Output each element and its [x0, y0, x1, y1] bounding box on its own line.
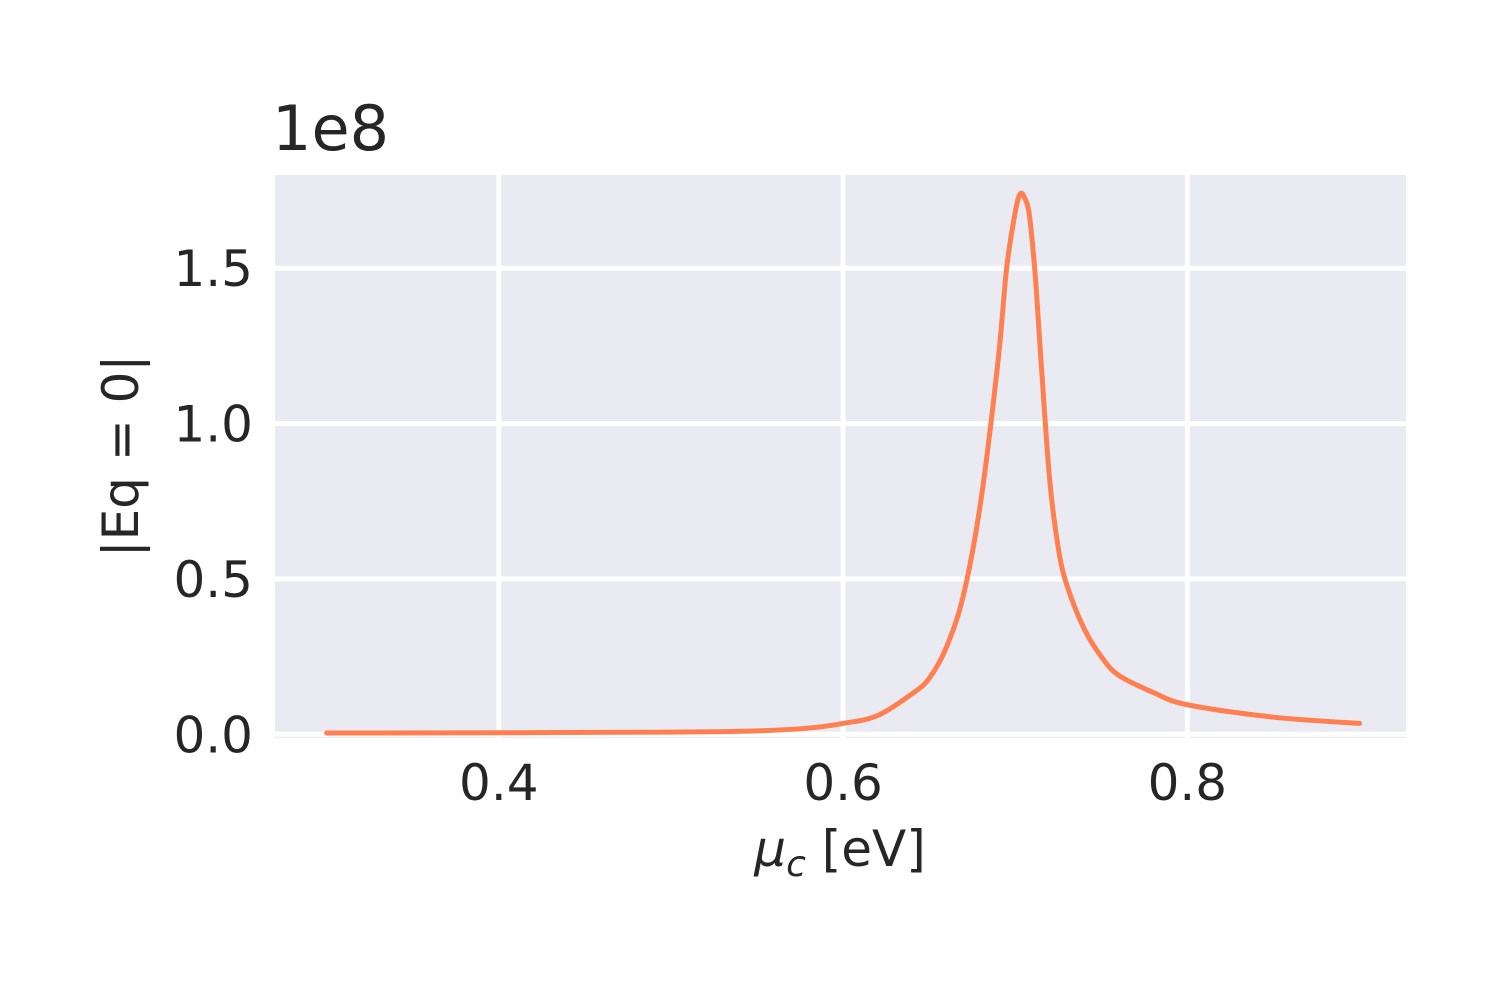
y-tick-label: 0.5	[173, 551, 253, 609]
x-axis-label: μc [eV]	[753, 820, 925, 885]
x-tick-label: 0.8	[1148, 754, 1228, 812]
x-axis-label-symbol: μ	[753, 820, 786, 878]
x-tick-label: 0.4	[459, 754, 539, 812]
x-tick-label: 0.6	[803, 754, 883, 812]
y-tick-label: 1.5	[173, 240, 253, 298]
y-axis-label: |Eq = 0|	[92, 355, 150, 558]
x-axis-label-unit: [eV]	[806, 820, 926, 878]
y-tick-label: 1.0	[173, 396, 253, 454]
plot-area-background	[275, 175, 1406, 738]
x-axis-label-subscript: c	[786, 844, 806, 885]
y-offset-label: 1e8	[272, 92, 389, 165]
y-tick-label: 0.0	[173, 706, 253, 764]
